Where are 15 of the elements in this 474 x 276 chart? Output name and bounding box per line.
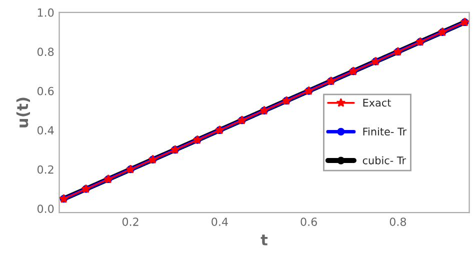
legend-label: cubic- Tr	[362, 156, 406, 164]
y-tick-label: 0.8	[37, 48, 54, 56]
y-tick-label: 0.6	[37, 86, 54, 96]
y-tick-label: 1.0	[38, 8, 54, 17]
x-tick-label: 0.4	[212, 218, 228, 226]
legend-label: Finite- Tr	[363, 127, 407, 136]
x-tick-label: 0.6	[300, 218, 317, 226]
x-axis-title: t	[260, 234, 268, 246]
legend-label: Exact	[363, 98, 391, 107]
y-tick-label: 0.2	[37, 165, 54, 174]
y-tick-label: 0.0	[37, 204, 54, 213]
x-tick-label: 0.8	[390, 218, 406, 226]
x-tick-label: 0.2	[122, 218, 138, 226]
y-axis-title: u(t)	[16, 98, 30, 128]
y-tick-label: 0.4	[37, 126, 54, 135]
